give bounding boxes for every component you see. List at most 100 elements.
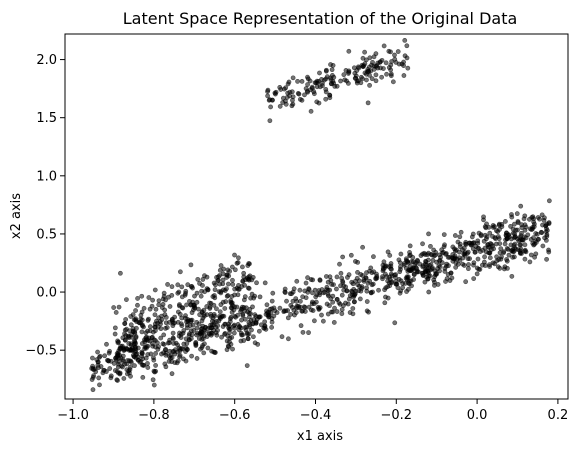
data-point — [140, 374, 146, 380]
data-point — [327, 92, 333, 98]
data-point — [425, 268, 431, 274]
data-point — [343, 284, 349, 290]
data-point — [504, 265, 510, 271]
data-point — [279, 334, 285, 340]
data-point — [204, 304, 210, 309]
data-point — [383, 60, 389, 66]
data-point — [425, 276, 431, 282]
data-point — [222, 306, 228, 311]
data-point — [241, 274, 247, 280]
data-point — [343, 68, 349, 73]
data-point — [306, 287, 312, 292]
data-point — [252, 293, 258, 299]
data-point — [159, 313, 164, 319]
data-point — [537, 216, 542, 222]
data-point — [146, 316, 151, 322]
x-tick-label: −1.0 — [57, 408, 89, 423]
data-point — [345, 301, 351, 307]
data-point — [460, 261, 466, 267]
data-point — [189, 310, 195, 316]
data-point — [306, 330, 311, 336]
data-point — [396, 276, 402, 282]
data-point — [230, 346, 235, 352]
data-point — [198, 293, 204, 299]
data-point — [387, 253, 393, 258]
data-point — [485, 242, 491, 247]
data-point — [525, 232, 531, 238]
data-point — [130, 352, 136, 358]
data-point — [209, 322, 215, 328]
data-point — [239, 317, 244, 323]
data-point — [446, 263, 451, 269]
data-point — [96, 375, 102, 381]
data-point — [90, 355, 95, 361]
data-point — [481, 259, 487, 265]
data-point — [434, 259, 439, 265]
data-point — [344, 288, 350, 294]
data-point — [90, 363, 95, 369]
data-point — [225, 281, 231, 287]
data-point — [338, 270, 344, 276]
data-point — [317, 278, 323, 283]
data-point — [497, 227, 502, 232]
data-point — [328, 296, 334, 302]
data-point — [224, 338, 230, 344]
data-point — [298, 323, 304, 329]
data-point — [504, 258, 510, 264]
data-point — [312, 287, 318, 293]
data-point — [265, 87, 271, 93]
data-point — [95, 365, 101, 371]
data-point — [364, 288, 370, 294]
data-point — [124, 361, 130, 367]
data-point — [101, 367, 107, 373]
data-point — [188, 262, 194, 268]
data-point — [406, 278, 412, 284]
data-point — [429, 252, 435, 258]
data-point — [384, 71, 389, 77]
data-point — [147, 306, 153, 312]
data-point — [351, 65, 357, 71]
data-point — [169, 284, 175, 290]
data-point — [238, 325, 244, 331]
data-point — [294, 303, 300, 309]
data-point — [256, 328, 262, 334]
data-point — [132, 340, 138, 346]
data-point — [130, 312, 136, 318]
data-point — [509, 212, 514, 217]
data-point — [340, 303, 346, 309]
data-point — [527, 259, 533, 265]
data-point — [511, 221, 517, 227]
data-point — [152, 312, 158, 318]
data-point — [257, 314, 263, 320]
data-point — [348, 252, 354, 258]
data-point — [285, 315, 291, 321]
data-point — [231, 330, 237, 336]
data-point — [317, 305, 323, 311]
data-point — [247, 273, 253, 279]
data-point — [380, 66, 386, 71]
data-point — [404, 274, 410, 280]
data-point — [250, 304, 255, 310]
data-point — [262, 319, 268, 325]
data-point — [297, 287, 303, 293]
data-point — [205, 345, 211, 351]
data-point — [194, 319, 200, 325]
data-point — [201, 350, 207, 356]
data-point — [95, 349, 100, 355]
data-point — [497, 250, 503, 256]
data-point — [496, 221, 502, 227]
data-point — [141, 324, 146, 330]
data-point — [257, 294, 263, 300]
data-point — [228, 314, 234, 320]
y-tick-label: 0.0 — [36, 286, 57, 301]
data-point — [404, 289, 409, 294]
data-point — [397, 290, 403, 296]
data-point — [285, 90, 291, 96]
data-point — [249, 327, 254, 333]
data-point — [339, 275, 345, 281]
data-point — [426, 231, 431, 237]
data-point — [245, 336, 251, 342]
data-point — [373, 72, 379, 78]
data-point — [475, 256, 481, 262]
data-point — [170, 330, 176, 336]
